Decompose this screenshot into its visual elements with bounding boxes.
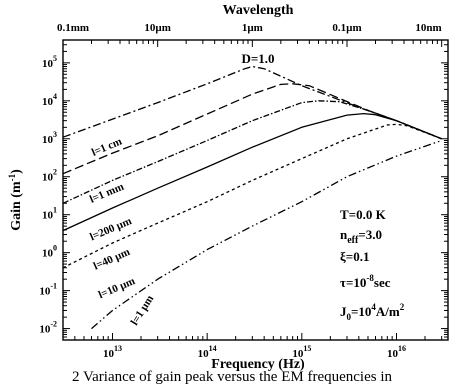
y-axis-title-main: Gain (m xyxy=(9,181,24,231)
series-line xyxy=(62,83,442,175)
series-label: l=200 µm xyxy=(88,215,133,243)
tau-prefix: τ=10 xyxy=(340,275,366,290)
y-tick-label: 10-1 xyxy=(39,282,57,298)
neff-prefix: n xyxy=(340,227,348,242)
series-line xyxy=(62,100,442,204)
y-tick-exp: 3 xyxy=(53,130,57,139)
x-tick-base: 10 xyxy=(198,348,210,360)
y-tick-base: 10 xyxy=(42,58,54,70)
neff-sub: eff xyxy=(347,235,359,246)
series-label: l=1 µm xyxy=(129,293,157,327)
y-tick-exp: -1 xyxy=(50,282,57,291)
x-tick-base: 10 xyxy=(103,348,115,360)
annotation-T: T=0.0 K xyxy=(340,207,387,222)
top-tick-label: 0.1µm xyxy=(332,22,361,34)
x-tick-exp: 16 xyxy=(398,344,406,353)
annotation-J0: J0=104A/m2 xyxy=(340,302,405,322)
y-tick-exp: 4 xyxy=(53,92,57,101)
x-tick-exp: 15 xyxy=(303,344,311,353)
top-axis-title: Wavelength xyxy=(223,3,294,18)
parameter-box: T=0.0 K neff=3.0 ξ=0.1 τ=10-8sec J0=104A… xyxy=(340,207,405,322)
series-line xyxy=(62,123,442,269)
J0-sup: 4 xyxy=(371,302,376,312)
tau-sup: -8 xyxy=(366,273,374,283)
y-tick-exp: -2 xyxy=(50,320,57,329)
x-tick-label: 1013 xyxy=(103,344,122,360)
x-tick-exp: 13 xyxy=(114,344,122,353)
series-line xyxy=(62,65,442,140)
figure-caption: 2 Variance of gain peak versus the EM fr… xyxy=(71,369,393,385)
y-tick-base: 10 xyxy=(42,248,54,260)
J0-prefix: J xyxy=(340,304,347,319)
y-tick-label: 10-2 xyxy=(39,320,57,336)
series-label: l=1 mm xyxy=(88,181,126,206)
series-label: l=40 µm xyxy=(92,246,132,273)
plot-frame xyxy=(62,39,449,341)
curves-layer xyxy=(62,65,442,330)
x-axis-title: Frequency (Hz) xyxy=(211,357,305,372)
y-tick-exp: 0 xyxy=(53,244,57,253)
annotation-neff: neff=3.0 xyxy=(340,227,382,246)
y-tick-base: 10 xyxy=(42,134,54,146)
tau-suffix: sec xyxy=(374,275,391,290)
top-tick-label: 10nm xyxy=(415,22,441,34)
annotation-xi: ξ=0.1 xyxy=(340,249,369,264)
y-tick-label: 101 xyxy=(42,206,57,222)
top-tick-label: 10µm xyxy=(144,22,171,34)
y-axis-title-sup: -1 xyxy=(7,173,17,181)
y-axis-title-close: ) xyxy=(9,169,24,174)
annotation-tau: τ=10-8sec xyxy=(340,273,391,290)
y-tick-base: 10 xyxy=(39,286,51,298)
y-tick-exp: 2 xyxy=(53,168,57,177)
series-line xyxy=(62,112,442,232)
x-tick-base: 10 xyxy=(292,348,304,360)
J0-sub: 0 xyxy=(347,312,352,322)
J0-mid: =10 xyxy=(351,304,371,319)
y-tick-label: 100 xyxy=(42,244,57,260)
y-tick-exp: 5 xyxy=(53,54,57,63)
top-tick-label: 0.1mm xyxy=(57,22,89,34)
y-tick-label: 103 xyxy=(42,130,57,146)
y-tick-base: 10 xyxy=(42,96,54,108)
y-tick-base: 10 xyxy=(42,172,54,184)
x-tick-base: 10 xyxy=(387,348,399,360)
ticks-layer xyxy=(62,39,448,341)
y-tick-base: 10 xyxy=(39,324,51,336)
top-tick-label: 1µm xyxy=(242,22,263,34)
x-tick-exp: 14 xyxy=(209,344,217,353)
J0-unit: A/m xyxy=(376,304,400,319)
x-tick-label: 1015 xyxy=(292,344,311,360)
annotation-D: D=1.0 xyxy=(241,51,274,66)
y-tick-label: 104 xyxy=(42,92,57,108)
J0-unit-sup: 2 xyxy=(400,302,405,312)
y-axis-title: Gain (m-1) xyxy=(7,169,24,231)
y-tick-exp: 1 xyxy=(53,206,57,215)
y-tick-label: 102 xyxy=(42,168,57,184)
series-label: l=10 µm xyxy=(97,275,137,301)
x-tick-label: 1016 xyxy=(387,344,406,360)
x-tick-label: 1014 xyxy=(198,344,217,360)
series-line xyxy=(91,139,442,330)
neff-value: =3.0 xyxy=(358,227,382,242)
y-tick-base: 10 xyxy=(42,210,54,222)
y-tick-label: 105 xyxy=(42,54,57,70)
